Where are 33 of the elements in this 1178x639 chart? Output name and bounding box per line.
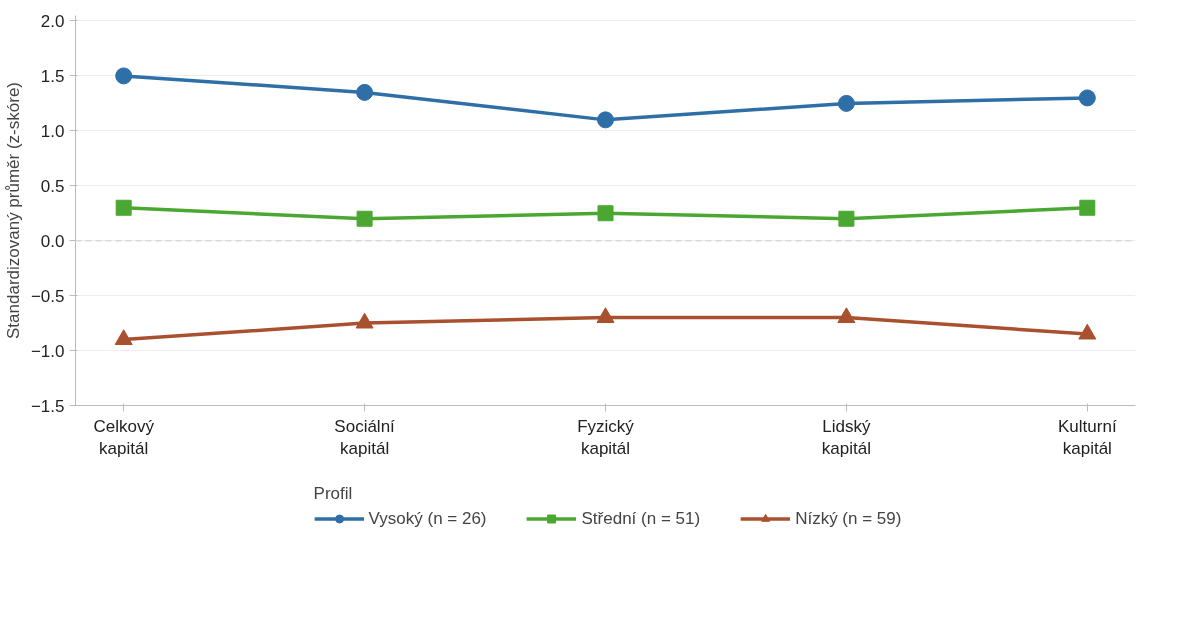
legend-label: Nízký (n = 59) bbox=[795, 508, 902, 529]
point bbox=[114, 329, 133, 345]
x-tick-label: Kulturní kapitál bbox=[1058, 416, 1117, 459]
point bbox=[1078, 323, 1097, 340]
point bbox=[838, 210, 855, 227]
x-tick-label: Celkový kapitál bbox=[93, 416, 155, 459]
legend-title: Profil bbox=[313, 483, 354, 504]
y-axis-title: Standardizovaný průměr (z-skóre) bbox=[3, 82, 23, 339]
y-tick-label: 1.0 bbox=[40, 121, 65, 141]
y-tick-label: −1.0 bbox=[30, 341, 65, 361]
y-tick-label: −1.5 bbox=[30, 396, 65, 416]
x-tick-label: Fyzický kapitál bbox=[577, 416, 635, 459]
point bbox=[356, 83, 374, 101]
y-tick-label: 1.5 bbox=[40, 66, 65, 86]
legend-label: Střední (n = 51) bbox=[581, 508, 701, 529]
x-tick-label: Sociální kapitál bbox=[334, 416, 396, 459]
point bbox=[837, 94, 855, 112]
y-tick-label: −0.5 bbox=[30, 286, 65, 306]
y-tick-label: 2.0 bbox=[40, 11, 65, 31]
point bbox=[597, 205, 614, 222]
point bbox=[1078, 89, 1096, 107]
point bbox=[596, 307, 615, 324]
point bbox=[597, 111, 614, 129]
point bbox=[356, 210, 373, 227]
x-tick-label: Lidský kapitál bbox=[821, 416, 871, 459]
y-tick-label: 0.0 bbox=[40, 231, 65, 251]
legend-label: Vysoký (n = 26) bbox=[368, 508, 487, 529]
point bbox=[1079, 199, 1096, 216]
y-tick-label: 0.5 bbox=[40, 176, 65, 196]
point bbox=[115, 67, 133, 85]
point bbox=[837, 307, 856, 324]
point bbox=[355, 312, 374, 329]
point bbox=[115, 199, 132, 216]
